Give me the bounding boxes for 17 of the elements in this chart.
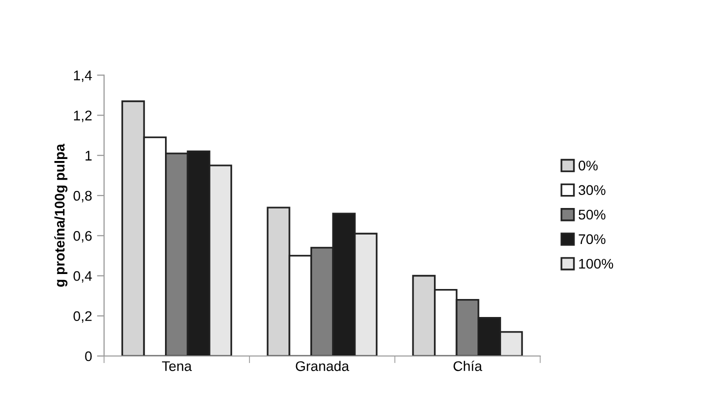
- y-axis-title: g proteína/100g pulpa: [54, 144, 68, 287]
- y-tick-label: 0,2: [74, 311, 92, 323]
- y-tick-label: 0,8: [74, 190, 92, 202]
- x-tick-label: Tena: [162, 361, 192, 372]
- y-tick-label: 1,2: [74, 110, 92, 122]
- y-tick-label: 0: [85, 351, 92, 362]
- legend-label: 100%: [579, 258, 614, 269]
- y-tick-label: 0,6: [74, 230, 92, 242]
- legend-label: 50%: [578, 210, 606, 220]
- x-tick-label: Chía: [454, 360, 482, 372]
- legend-label: 70%: [578, 234, 606, 244]
- x-tick-label: Granada: [296, 360, 350, 372]
- y-tick-label: 0,4: [74, 271, 92, 283]
- y-tick-label: 1: [86, 150, 92, 160]
- legend-label: 0%: [578, 160, 598, 170]
- y-tick-label: 1,4: [74, 70, 92, 82]
- legend-label: 30%: [578, 185, 606, 196]
